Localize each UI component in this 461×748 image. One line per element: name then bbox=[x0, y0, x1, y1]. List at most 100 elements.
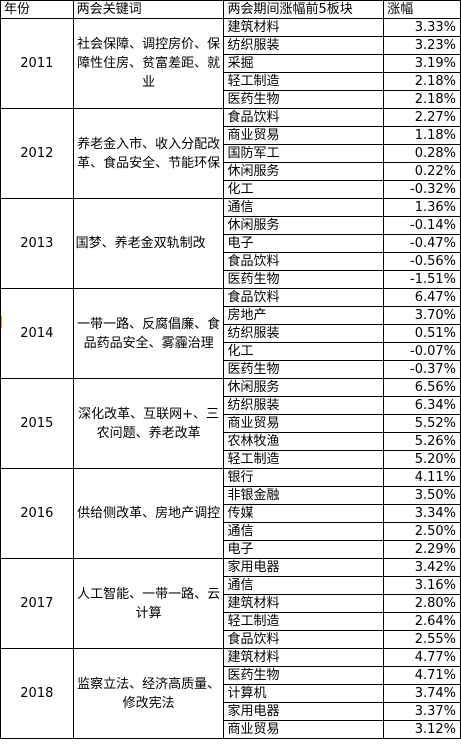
sector-change-cell[interactable]: -0.47% bbox=[383, 234, 461, 253]
sector-change-cell[interactable]: 5.26% bbox=[383, 432, 461, 451]
sector-change-cell[interactable]: 2.18% bbox=[383, 90, 461, 109]
sector-name-cell[interactable]: 房地产 bbox=[223, 306, 385, 325]
sector-change-cell[interactable]: 0.28% bbox=[383, 144, 461, 163]
sector-change-cell[interactable]: -1.51% bbox=[383, 270, 461, 289]
sector-change-cell[interactable]: 5.20% bbox=[383, 450, 461, 469]
sector-change-cell[interactable]: 6.56% bbox=[383, 378, 461, 397]
sector-name-cell[interactable]: 农林牧渔 bbox=[223, 432, 385, 451]
year-cell[interactable]: 2018 bbox=[0, 648, 74, 739]
keywords-cell[interactable]: 深化改革、互联网+、三农问题、养老改革 bbox=[72, 378, 225, 469]
sector-name-cell[interactable]: 采掘 bbox=[223, 54, 385, 73]
sector-change-cell[interactable]: 2.50% bbox=[383, 522, 461, 541]
sector-name-cell[interactable]: 商业贸易 bbox=[223, 720, 385, 739]
sector-change-cell[interactable]: 6.34% bbox=[383, 396, 461, 415]
year-cell[interactable]: 2014 bbox=[0, 288, 74, 379]
sector-name-cell[interactable]: 电子 bbox=[223, 540, 385, 559]
sector-name-cell[interactable]: 轻工制造 bbox=[223, 612, 385, 631]
year-cell[interactable]: 2012 bbox=[0, 108, 74, 199]
sector-name-cell[interactable]: 纺织服装 bbox=[223, 324, 385, 343]
sector-name-cell[interactable]: 计算机 bbox=[223, 684, 385, 703]
sector-name-cell[interactable]: 医药生物 bbox=[223, 270, 385, 289]
sector-name-cell[interactable]: 建筑材料 bbox=[223, 594, 385, 613]
keywords-cell[interactable]: 一带一路、反腐倡廉、食品药品安全、雾霾治理 bbox=[72, 288, 225, 379]
sector-change-cell[interactable]: 0.51% bbox=[383, 324, 461, 343]
keywords-cell[interactable]: 监察立法、经济高质量、修改宪法 bbox=[72, 648, 225, 739]
sector-change-cell[interactable]: 4.71% bbox=[383, 666, 461, 685]
sector-name-cell[interactable]: 食品饮料 bbox=[223, 252, 385, 271]
keywords-cell[interactable]: 人工智能、一带一路、云计算 bbox=[72, 558, 225, 649]
sector-change-cell[interactable]: 3.16% bbox=[383, 576, 461, 595]
keywords-cell[interactable]: 国梦、养老金双轨制改 bbox=[72, 198, 225, 289]
header-keywords[interactable]: 两会关键词 bbox=[72, 0, 225, 19]
sector-change-cell[interactable]: 3.70% bbox=[383, 306, 461, 325]
header-sectors[interactable]: 两会期间涨幅前5板块 bbox=[223, 0, 385, 19]
sector-name-cell[interactable]: 医药生物 bbox=[223, 360, 385, 379]
sector-name-cell[interactable]: 休闲服务 bbox=[223, 378, 385, 397]
year-cell[interactable]: 2015 bbox=[0, 378, 74, 469]
sector-name-cell[interactable]: 通信 bbox=[223, 198, 385, 217]
sector-name-cell[interactable]: 电子 bbox=[223, 234, 385, 253]
sector-change-cell[interactable]: 3.74% bbox=[383, 684, 461, 703]
sector-change-cell[interactable]: 4.77% bbox=[383, 648, 461, 667]
sector-change-cell[interactable]: 2.80% bbox=[383, 594, 461, 613]
sector-name-cell[interactable]: 纺织服装 bbox=[223, 36, 385, 55]
sector-name-cell[interactable]: 建筑材料 bbox=[223, 18, 385, 37]
sector-change-cell[interactable]: 3.19% bbox=[383, 54, 461, 73]
sector-change-cell[interactable]: -0.14% bbox=[383, 216, 461, 235]
sector-name-cell[interactable]: 商业贸易 bbox=[223, 126, 385, 145]
sector-change-cell[interactable]: 5.52% bbox=[383, 414, 461, 433]
sector-name-cell[interactable]: 化工 bbox=[223, 342, 385, 361]
keywords-cell[interactable]: 社会保障、调控房价、保障性住房、贫富差距、就业 bbox=[72, 18, 225, 109]
sector-change-cell[interactable]: 3.37% bbox=[383, 702, 461, 721]
sector-change-cell[interactable]: 3.42% bbox=[383, 558, 461, 577]
sector-name-cell[interactable]: 通信 bbox=[223, 522, 385, 541]
year-cell[interactable]: 2013 bbox=[0, 198, 74, 289]
sector-change-cell[interactable]: 4.11% bbox=[383, 468, 461, 487]
year-cell[interactable]: 2016 bbox=[0, 468, 74, 559]
sector-change-cell[interactable]: 2.29% bbox=[383, 540, 461, 559]
sector-change-cell[interactable]: 3.34% bbox=[383, 504, 461, 523]
year-cell[interactable]: 2017 bbox=[0, 558, 74, 649]
sector-name-cell[interactable]: 通信 bbox=[223, 576, 385, 595]
year-cell[interactable]: 2011 bbox=[0, 18, 74, 109]
sector-change-cell[interactable]: 3.33% bbox=[383, 18, 461, 37]
sector-change-cell[interactable]: 2.64% bbox=[383, 612, 461, 631]
sector-change-cell[interactable]: 6.47% bbox=[383, 288, 461, 307]
sector-name-cell[interactable]: 传媒 bbox=[223, 504, 385, 523]
sector-name-cell[interactable]: 轻工制造 bbox=[223, 72, 385, 91]
sector-change-cell[interactable]: 3.50% bbox=[383, 486, 461, 505]
sector-name-cell[interactable]: 食品饮料 bbox=[223, 288, 385, 307]
keywords-cell[interactable]: 供给侧改革、房地产调控 bbox=[72, 468, 225, 559]
sector-change-cell[interactable]: 1.36% bbox=[383, 198, 461, 217]
sector-name-cell[interactable]: 化工 bbox=[223, 180, 385, 199]
sector-name-cell[interactable]: 家用电器 bbox=[223, 702, 385, 721]
sector-change-cell[interactable]: -0.07% bbox=[383, 342, 461, 361]
sector-name-cell[interactable]: 国防军工 bbox=[223, 144, 385, 163]
header-change[interactable]: 涨幅 bbox=[383, 0, 461, 19]
sector-change-cell[interactable]: 3.12% bbox=[383, 720, 461, 739]
sector-change-cell[interactable]: 2.55% bbox=[383, 630, 461, 649]
sector-change-cell[interactable]: -0.32% bbox=[383, 180, 461, 199]
sector-change-cell[interactable]: -0.56% bbox=[383, 252, 461, 271]
keywords-cell[interactable]: 养老金入市、收入分配改革、食品安全、节能环保 bbox=[72, 108, 225, 199]
sector-name-cell[interactable]: 食品饮料 bbox=[223, 108, 385, 127]
sector-change-cell[interactable]: 3.23% bbox=[383, 36, 461, 55]
sector-change-cell[interactable]: 2.27% bbox=[383, 108, 461, 127]
sector-name-cell[interactable]: 银行 bbox=[223, 468, 385, 487]
sector-name-cell[interactable]: 休闲服务 bbox=[223, 162, 385, 181]
sector-name-cell[interactable]: 纺织服装 bbox=[223, 396, 385, 415]
sector-name-cell[interactable]: 休闲服务 bbox=[223, 216, 385, 235]
header-year[interactable]: 年份 bbox=[0, 0, 74, 19]
sector-name-cell[interactable]: 建筑材料 bbox=[223, 648, 385, 667]
sector-name-cell[interactable]: 非银金融 bbox=[223, 486, 385, 505]
sector-change-cell[interactable]: 2.18% bbox=[383, 72, 461, 91]
sector-name-cell[interactable]: 家用电器 bbox=[223, 558, 385, 577]
sector-name-cell[interactable]: 医药生物 bbox=[223, 90, 385, 109]
sector-name-cell[interactable]: 食品饮料 bbox=[223, 630, 385, 649]
sector-name-cell[interactable]: 商业贸易 bbox=[223, 414, 385, 433]
sector-name-cell[interactable]: 轻工制造 bbox=[223, 450, 385, 469]
sector-change-cell[interactable]: 1.18% bbox=[383, 126, 461, 145]
sector-change-cell[interactable]: 0.22% bbox=[383, 162, 461, 181]
sector-name-cell[interactable]: 医药生物 bbox=[223, 666, 385, 685]
sector-change-cell[interactable]: -0.37% bbox=[383, 360, 461, 379]
